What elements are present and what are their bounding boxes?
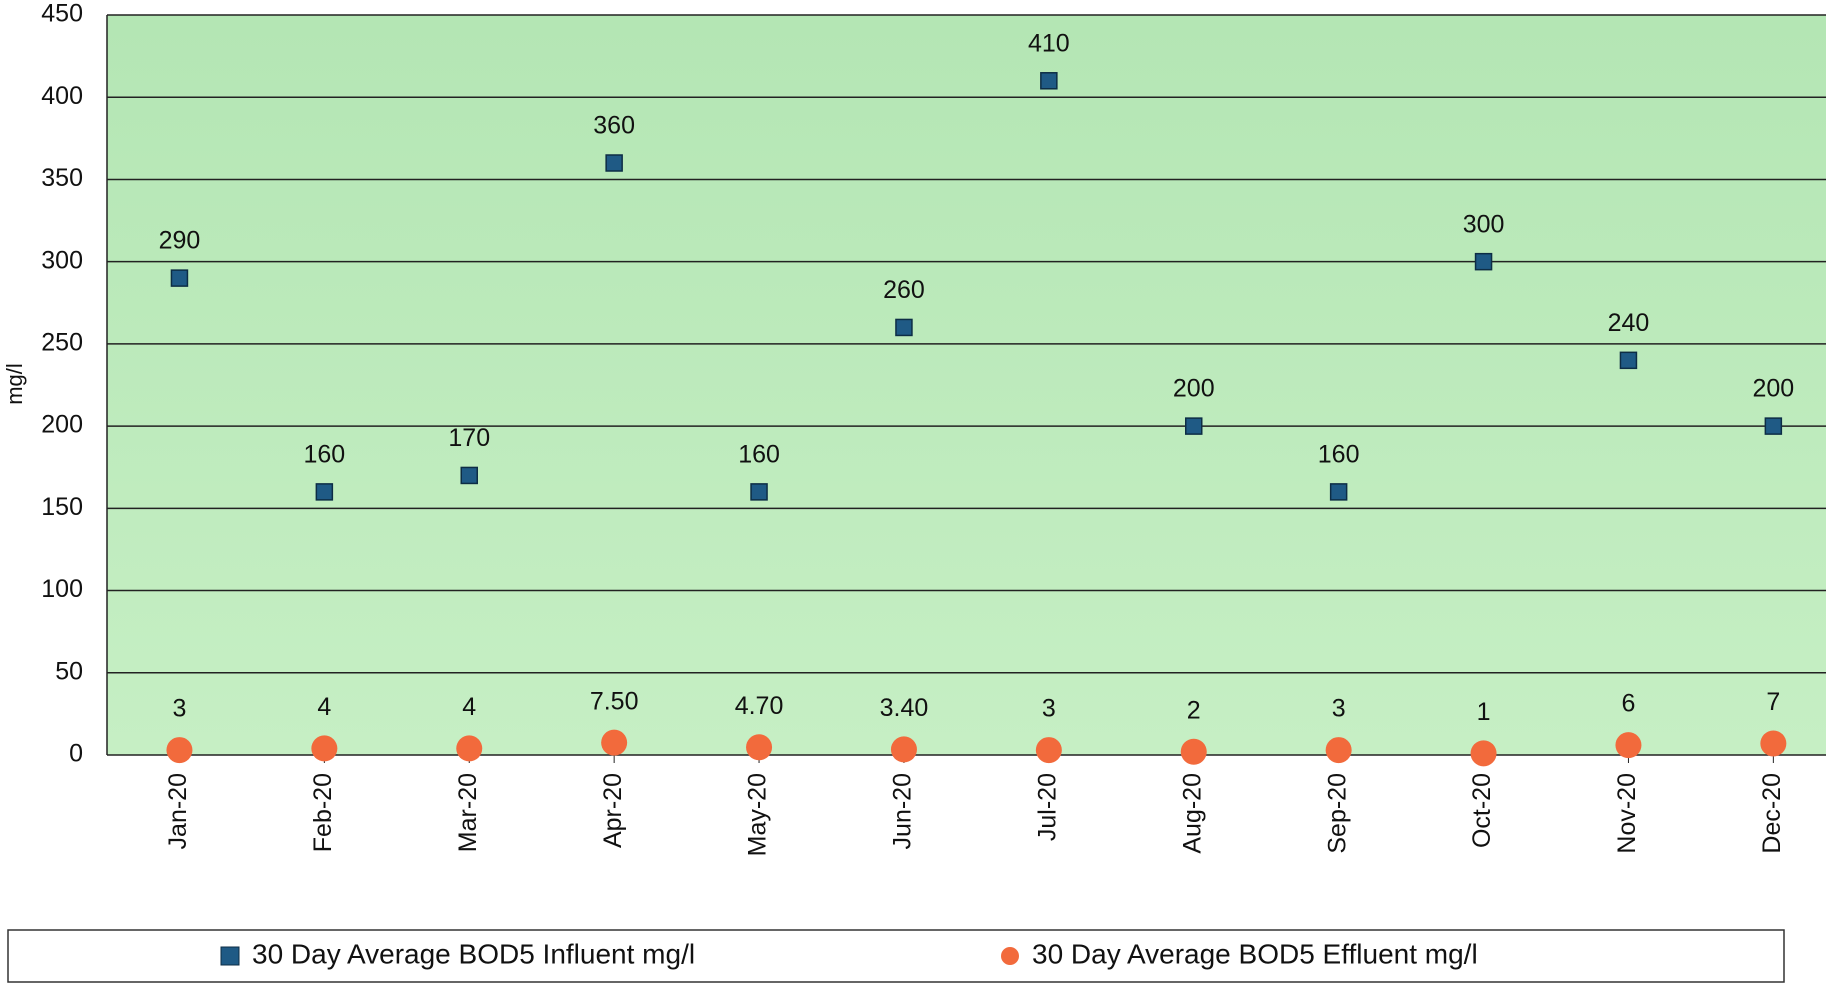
data-label: 360 <box>593 112 635 140</box>
legend-label: 30 Day Average BOD5 Effluent mg/l <box>1032 938 1478 969</box>
data-point <box>895 318 913 337</box>
y-tick-label: 0 <box>69 740 83 768</box>
x-tick-label: Nov-20 <box>1613 773 1641 854</box>
x-tick-label: Jan-20 <box>164 773 192 849</box>
y-tick-label: 450 <box>41 0 83 28</box>
data-point <box>1619 351 1638 370</box>
y-tick-label: 150 <box>41 493 83 521</box>
data-point <box>1185 417 1203 435</box>
data-label: 200 <box>1173 375 1215 403</box>
data-point <box>1180 738 1207 765</box>
data-point <box>315 483 334 501</box>
data-label: 6 <box>1621 690 1635 718</box>
plot-area <box>107 15 1826 755</box>
data-point <box>1470 740 1497 767</box>
data-label: 1 <box>1477 698 1491 726</box>
data-point <box>1760 730 1787 757</box>
y-axis-title: mg/l <box>2 363 27 405</box>
data-label: 7.50 <box>590 687 639 715</box>
data-point <box>890 736 917 763</box>
x-tick-label: Feb-20 <box>309 773 337 852</box>
data-label: 160 <box>303 440 345 468</box>
data-point <box>1040 72 1058 90</box>
data-label: 4.70 <box>735 692 784 720</box>
data-point <box>1325 737 1352 764</box>
y-tick-label: 300 <box>41 246 83 274</box>
data-point <box>311 735 338 762</box>
data-point <box>1474 252 1493 271</box>
data-point <box>746 734 773 761</box>
data-label: 3 <box>172 695 186 723</box>
data-label: 170 <box>448 424 490 452</box>
x-tick-label: Sep-20 <box>1323 773 1351 854</box>
data-point <box>170 269 189 287</box>
data-label: 3 <box>1332 695 1346 723</box>
x-tick-label: Mar-20 <box>454 773 482 852</box>
data-label: 7 <box>1766 688 1780 716</box>
data-point <box>750 483 768 501</box>
data-point <box>605 154 623 172</box>
x-tick-label: Jul-20 <box>1033 773 1061 841</box>
data-label: 4 <box>317 693 331 721</box>
x-tick-label: Oct-20 <box>1468 773 1496 848</box>
data-label: 200 <box>1752 375 1794 403</box>
y-tick-label: 100 <box>41 575 83 603</box>
y-tick-label: 350 <box>41 164 83 192</box>
data-point <box>456 735 483 762</box>
data-label: 410 <box>1028 29 1070 57</box>
data-label: 290 <box>159 227 201 255</box>
x-tick-label: Dec-20 <box>1758 773 1786 854</box>
legend-label: 30 Day Average BOD5 Influent mg/l <box>252 938 695 969</box>
legend-marker <box>1001 947 1019 965</box>
legend-marker <box>220 946 240 966</box>
x-tick-label: May-20 <box>744 773 772 856</box>
data-label: 3 <box>1042 695 1056 723</box>
x-tick-label: Aug-20 <box>1178 773 1206 854</box>
data-point <box>460 466 478 485</box>
data-label: 3.40 <box>880 694 929 722</box>
data-label: 300 <box>1463 210 1505 238</box>
x-tick-label: Apr-20 <box>599 773 627 848</box>
data-label: 160 <box>738 440 780 468</box>
x-tick-label: Jun-20 <box>889 773 917 849</box>
data-label: 240 <box>1608 309 1650 337</box>
data-label: 2 <box>1187 696 1201 724</box>
data-label: 4 <box>462 693 476 721</box>
data-label: 160 <box>1318 440 1360 468</box>
y-tick-label: 50 <box>55 657 83 685</box>
data-point <box>1329 483 1348 501</box>
y-tick-label: 400 <box>41 82 83 110</box>
y-tick-label: 250 <box>41 328 83 356</box>
data-point <box>601 729 628 756</box>
data-point <box>1764 417 1783 435</box>
data-point <box>1035 737 1062 764</box>
y-tick-label: 200 <box>41 411 83 439</box>
legend <box>7 929 1785 983</box>
data-point <box>166 737 193 764</box>
data-label: 260 <box>883 276 925 304</box>
data-point <box>1615 732 1642 759</box>
